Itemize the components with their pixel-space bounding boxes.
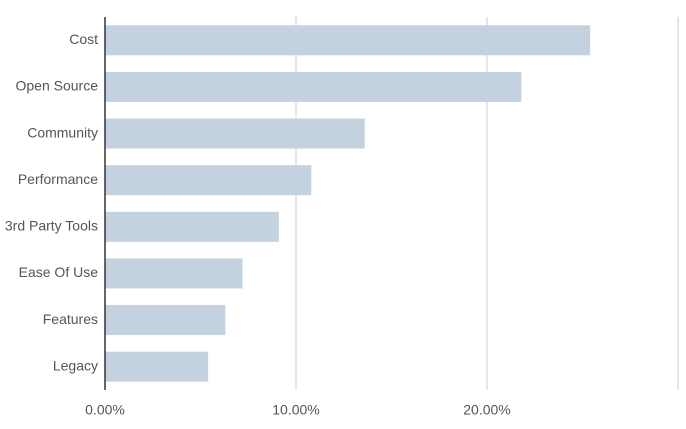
bar [105,258,243,289]
y-tick-label: Ease Of Use [19,264,99,280]
y-tick-label: Features [43,311,98,327]
y-tick-label: 3rd Party Tools [5,218,98,234]
x-tick-label: 10.00% [272,402,319,418]
y-tick-label: Legacy [53,357,98,373]
y-tick-label: Cost [69,31,98,47]
bar [105,351,209,382]
x-tick-label: 0.00% [85,402,125,418]
bar [105,118,365,149]
bar [105,25,591,56]
y-tick-label: Open Source [16,78,99,94]
bar [105,71,522,102]
bar [105,211,279,242]
bar [105,165,312,196]
y-tick-label: Community [27,124,98,140]
y-tick-label: Performance [18,171,98,187]
bar [105,305,226,336]
x-tick-label: 20.00% [463,402,510,418]
